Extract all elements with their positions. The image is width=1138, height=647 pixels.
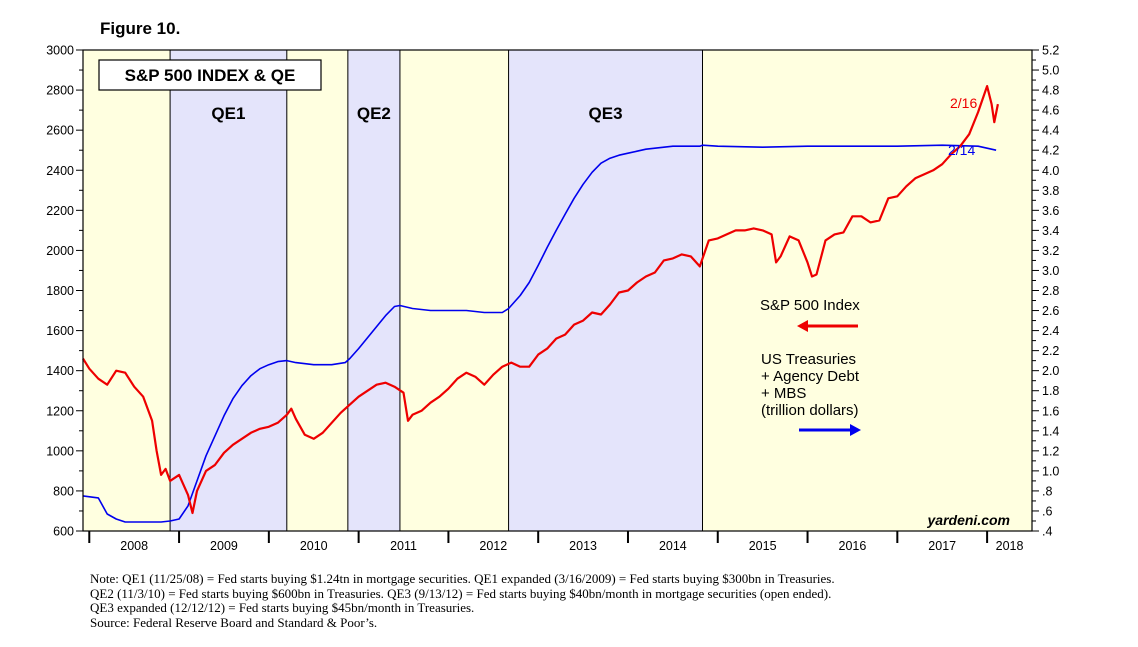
x-tick-label-2010: 2010 — [300, 539, 328, 553]
right-tick-label-19: 4.2 — [1042, 144, 1059, 158]
notes-block: Note: QE1 (11/25/08) = Fed starts buying… — [90, 571, 835, 630]
left-tick-label-4: 1400 — [46, 364, 74, 378]
title-box — [98, 59, 322, 91]
x-tick-label-2014: 2014 — [659, 539, 687, 553]
band-5 — [508, 50, 703, 531]
left-tick-label-7: 2000 — [46, 244, 74, 258]
right-tick-label-17: 3.8 — [1042, 184, 1059, 198]
band-2 — [286, 50, 348, 531]
right-tick-label-1: .6 — [1042, 504, 1052, 518]
right-tick-label-21: 4.6 — [1042, 104, 1059, 118]
right-tick-label-23: 5.0 — [1042, 64, 1059, 78]
note-line-3: QE3 expanded (12/12/12) = Fed starts buy… — [90, 600, 475, 615]
fed-legend-arrowhead — [850, 424, 861, 436]
x-tick-label-2017: 2017 — [928, 539, 956, 553]
right-tick-label-5: 1.4 — [1042, 424, 1059, 438]
qe-band-labels: QE1 QE2 QE3 — [211, 104, 622, 123]
right-tick-label-18: 4.0 — [1042, 164, 1059, 178]
left-tick-label-11: 2800 — [46, 84, 74, 98]
right-tick-label-7: 1.8 — [1042, 384, 1059, 398]
right-tick-label-14: 3.2 — [1042, 244, 1059, 258]
fed-legend-label: US Treasuries + Agency Debt + MBS (trill… — [761, 351, 860, 419]
x-tick-label-2009: 2009 — [210, 539, 238, 553]
sp500-legend-arrowhead — [797, 320, 808, 332]
band-label-qe1: QE1 — [211, 104, 245, 123]
chart-title: S&P 500 INDEX & QE — [125, 66, 296, 85]
right-tick-label-4: 1.2 — [1042, 444, 1059, 458]
left-axis: 600 800 1000 1200 1400 1600 1800 2000 2200 2400 26… — [46, 44, 83, 539]
band-4 — [399, 50, 509, 531]
band-label-qe3: QE3 — [589, 104, 623, 123]
right-tick-label-13: 3.0 — [1042, 264, 1059, 278]
right-axis: .4 .6 .8 1.0 1.2 1.4 1.6 1.8 2.0 2.2 2.4 2.6 2.8 3.0 3… — [1032, 44, 1059, 539]
x-tick-label-2018: 2018 — [996, 539, 1024, 553]
x-tick-label-2013: 2013 — [569, 539, 597, 553]
right-tick-label-22: 4.8 — [1042, 84, 1059, 98]
series-lines — [82, 84, 999, 523]
x-tick-label-2008: 2008 — [120, 539, 148, 553]
sp500-legend-label: S&P 500 Index — [760, 297, 860, 314]
x-axis: 2008 2009 2010 2011 2012 2013 2014 2015 2016 2017… — [88, 531, 1024, 553]
fed-legend-line-4: (trillion dollars) — [761, 402, 859, 419]
left-tick-label-10: 2600 — [46, 124, 74, 138]
left-tick-label-3: 1200 — [46, 404, 74, 418]
left-tick-label-6: 1800 — [46, 284, 74, 298]
qe-chart: QE1 QE2 QE3 600 800 1000 1200 1400 1600 1800 2000… — [46, 44, 1059, 554]
source-mark: yardeni.com — [927, 512, 1010, 528]
x-tick-label-2011: 2011 — [390, 539, 417, 553]
right-tick-label-6: 1.6 — [1042, 404, 1059, 418]
band-1 — [170, 50, 287, 531]
right-tick-label-3: 1.0 — [1042, 464, 1059, 478]
left-tick-label-8: 2200 — [46, 204, 74, 218]
left-tick-label-0: 600 — [53, 525, 74, 539]
right-tick-label-11: 2.6 — [1042, 304, 1059, 318]
right-tick-label-9: 2.2 — [1042, 344, 1059, 358]
x-tick-label-2015: 2015 — [749, 539, 777, 553]
left-tick-label-2: 1000 — [46, 444, 74, 458]
right-tick-label-10: 2.4 — [1042, 324, 1059, 338]
left-tick-label-5: 1600 — [46, 324, 74, 338]
note-line-2: QE2 (11/3/10) = Fed starts buying $600bn… — [90, 585, 832, 601]
right-tick-label-24: 5.2 — [1042, 44, 1059, 58]
right-tick-label-2: .8 — [1042, 484, 1052, 498]
right-tick-label-16: 3.6 — [1042, 204, 1059, 218]
qe-bands — [83, 50, 1032, 531]
right-tick-label-12: 2.8 — [1042, 284, 1059, 298]
right-tick-label-15: 3.4 — [1042, 224, 1059, 238]
fed-holdings-line — [82, 144, 997, 523]
band-6 — [702, 50, 1032, 531]
fed-legend-line-1: US Treasuries — [761, 351, 856, 368]
left-tick-label-9: 2400 — [46, 164, 74, 178]
right-tick-label-0: .4 — [1042, 525, 1052, 539]
x-tick-label-2016: 2016 — [839, 539, 867, 553]
left-tick-label-1: 800 — [53, 484, 74, 498]
figure-label: Figure 10. — [100, 19, 181, 38]
note-line-1: Note: QE1 (11/25/08) = Fed starts buying… — [90, 571, 835, 586]
sp500-line — [82, 84, 999, 515]
x-tick-label-2012: 2012 — [479, 539, 507, 553]
fed-legend-line-2: + Agency Debt — [761, 368, 860, 385]
note-line-4: Source: Federal Reserve Board and Standa… — [90, 614, 378, 630]
band-3 — [347, 50, 400, 531]
left-tick-label-12: 3000 — [46, 44, 74, 58]
right-tick-label-20: 4.4 — [1042, 124, 1059, 138]
right-tick-label-8: 2.0 — [1042, 364, 1059, 378]
sp500-end-label: 2/16 — [950, 95, 977, 111]
fed-legend-line-3: + MBS — [761, 385, 806, 402]
fed-end-label: 2/14 — [948, 142, 975, 158]
band-label-qe2: QE2 — [357, 104, 391, 123]
